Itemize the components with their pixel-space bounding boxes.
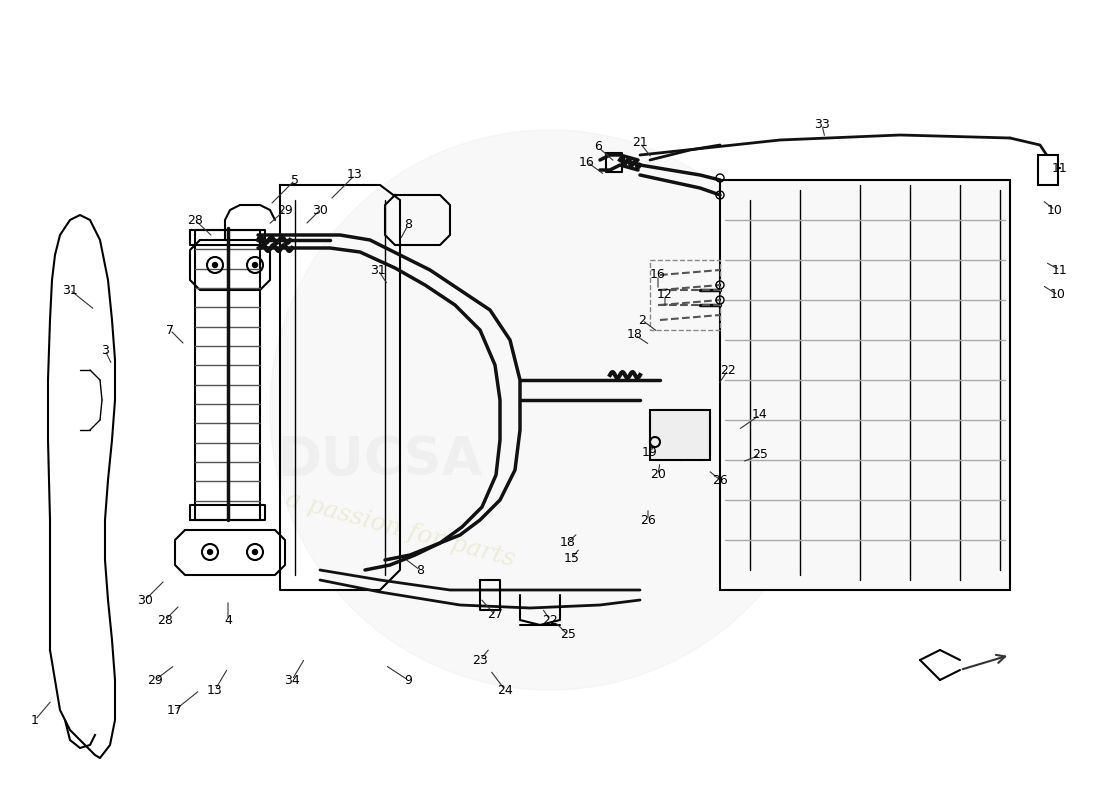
Text: 26: 26 <box>640 514 656 526</box>
Text: 13: 13 <box>207 683 223 697</box>
Circle shape <box>270 130 830 690</box>
Circle shape <box>208 550 212 554</box>
Text: 12: 12 <box>657 289 673 302</box>
Circle shape <box>212 262 218 267</box>
Text: 25: 25 <box>752 449 768 462</box>
Text: 10: 10 <box>1050 289 1066 302</box>
Text: 29: 29 <box>147 674 163 686</box>
Text: 2: 2 <box>638 314 646 326</box>
Text: 30: 30 <box>312 203 328 217</box>
Text: 17: 17 <box>167 703 183 717</box>
Text: 20: 20 <box>650 469 666 482</box>
Text: 30: 30 <box>138 594 153 606</box>
Text: 7: 7 <box>166 323 174 337</box>
Text: 16: 16 <box>650 269 666 282</box>
Text: 11: 11 <box>1052 162 1068 174</box>
Text: 23: 23 <box>472 654 488 666</box>
Text: 8: 8 <box>404 218 412 231</box>
Text: 15: 15 <box>564 551 580 565</box>
Text: 3: 3 <box>101 343 109 357</box>
Text: 28: 28 <box>187 214 202 226</box>
Text: 9: 9 <box>404 674 411 686</box>
Text: 1: 1 <box>31 714 38 726</box>
Text: a passion for parts: a passion for parts <box>283 488 517 572</box>
Text: 29: 29 <box>277 203 293 217</box>
Text: 28: 28 <box>157 614 173 626</box>
Text: 34: 34 <box>284 674 300 686</box>
Text: 13: 13 <box>348 169 363 182</box>
Text: 19: 19 <box>642 446 658 458</box>
Circle shape <box>253 262 257 267</box>
Text: 16: 16 <box>579 155 595 169</box>
Text: 22: 22 <box>720 363 736 377</box>
Text: 31: 31 <box>62 283 78 297</box>
Bar <box>720 180 1010 590</box>
Text: 33: 33 <box>814 118 829 131</box>
Text: 25: 25 <box>560 629 576 642</box>
Text: 5: 5 <box>292 174 299 186</box>
Bar <box>1038 155 1058 185</box>
Text: 18: 18 <box>627 329 642 342</box>
Text: 26: 26 <box>712 474 728 486</box>
Circle shape <box>253 550 257 554</box>
Text: 31: 31 <box>370 263 386 277</box>
Text: 24: 24 <box>497 683 513 697</box>
Text: 18: 18 <box>560 535 576 549</box>
Text: 8: 8 <box>416 563 424 577</box>
Text: 21: 21 <box>632 137 648 150</box>
Text: 4: 4 <box>224 614 232 626</box>
Text: DUCSA: DUCSA <box>277 434 483 486</box>
Text: 6: 6 <box>594 141 602 154</box>
Text: 14: 14 <box>752 409 768 422</box>
Text: 10: 10 <box>1047 203 1063 217</box>
Text: 27: 27 <box>487 609 503 622</box>
Text: 11: 11 <box>1052 263 1068 277</box>
Text: 22: 22 <box>542 614 558 626</box>
Bar <box>650 410 710 460</box>
